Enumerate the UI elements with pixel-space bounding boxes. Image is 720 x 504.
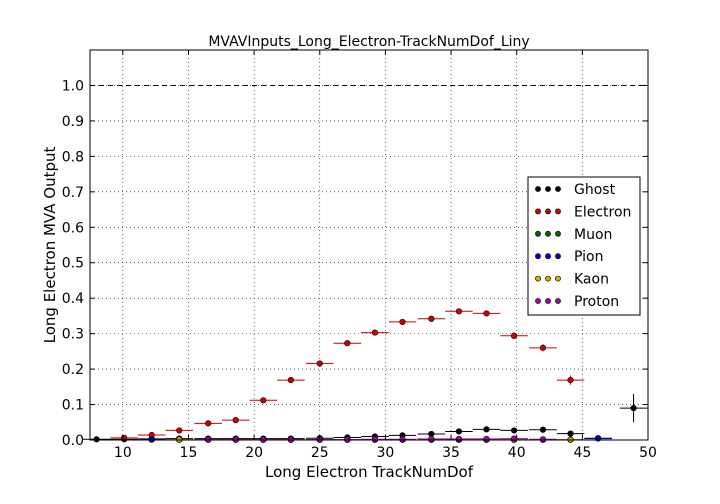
- proton-point: [399, 436, 406, 443]
- legend-entry-pion: Pion: [535, 249, 603, 265]
- x-tick-label: 10: [114, 445, 132, 461]
- electron-point: [176, 427, 183, 434]
- plot-frame: [89, 49, 649, 441]
- series-ghost: [82, 393, 648, 443]
- legend-box: [527, 176, 641, 316]
- legend-marker: [535, 275, 541, 282]
- legend-label: Pion: [574, 249, 603, 265]
- legend-label: Muon: [574, 227, 612, 243]
- x-axis-label: Long Electron TrackNumDof: [265, 463, 474, 481]
- legend-marker: [555, 230, 561, 237]
- x-tick-label: 15: [180, 445, 198, 461]
- x-tick-label: 30: [376, 445, 394, 461]
- y-tick-label: 0.4: [62, 291, 84, 307]
- electron-point: [510, 332, 518, 339]
- x-tick-label: 45: [573, 445, 591, 461]
- electron-point: [483, 310, 490, 317]
- legend-marker: [545, 253, 551, 260]
- y-tick-label: 0.5: [62, 256, 84, 272]
- legend-entry-muon: Muon: [535, 227, 612, 243]
- data-series: [82, 308, 648, 443]
- x-axis: 10 15 20 25 30 35 40 45 50: [114, 50, 657, 461]
- legend-label: Electron: [574, 204, 631, 220]
- y-tick-label: 0.7: [62, 185, 84, 201]
- legend-label: Kaon: [574, 272, 609, 288]
- legend-marker: [535, 208, 541, 215]
- legend-marker: [535, 230, 541, 237]
- chart-title: MVAVInputs_Long_Electron-TrackNumDof_Lin…: [208, 34, 529, 50]
- electron-point: [260, 397, 267, 404]
- electron-point: [371, 329, 379, 336]
- y-tick-label: 0.8: [62, 149, 84, 165]
- ghost-point: [567, 430, 574, 437]
- proton-point: [455, 435, 463, 443]
- electron-point: [287, 376, 294, 384]
- electron-point: [567, 376, 574, 384]
- proton-point: [483, 435, 490, 443]
- series-electron: [110, 308, 585, 441]
- proton-point: [371, 436, 379, 443]
- ghost-point: [455, 428, 463, 435]
- proton-point: [428, 435, 435, 443]
- y-tick-label: 0.0: [62, 433, 84, 449]
- legend-marker: [535, 298, 541, 304]
- legend-marker: [555, 275, 561, 282]
- y-tick-label: 1.0: [62, 78, 84, 94]
- electron-point: [455, 308, 463, 315]
- legend: Ghost Electron Muon Pion Kaon Proton: [527, 176, 641, 316]
- legend-marker: [545, 298, 551, 304]
- legend-marker: [555, 298, 561, 304]
- x-tick-label: 20: [245, 445, 263, 461]
- legend-marker: [545, 275, 551, 282]
- ghost-point: [93, 436, 100, 443]
- electron-point: [539, 344, 547, 351]
- y-axis-label: Long Electron MVA Output: [41, 147, 59, 344]
- ghost-point: [510, 427, 518, 434]
- x-tick-label: 25: [311, 445, 329, 461]
- electron-point: [344, 340, 351, 347]
- electron-point: [205, 420, 212, 427]
- legend-marker: [545, 186, 551, 192]
- series-proton: [194, 435, 557, 443]
- x-tick-label: 40: [508, 445, 526, 461]
- electron-point: [232, 417, 239, 424]
- ghost-point: [630, 404, 637, 412]
- legend-marker: [535, 253, 541, 260]
- legend-entry-ghost: Ghost: [535, 182, 616, 198]
- x-tick-label: 50: [639, 445, 657, 461]
- legend-marker: [555, 253, 561, 260]
- proton-point: [539, 436, 547, 443]
- legend-marker: [555, 186, 561, 192]
- proton-point: [510, 435, 518, 442]
- y-tick-label: 0.3: [62, 327, 84, 343]
- legend-label: Ghost: [574, 182, 616, 198]
- electron-point: [316, 360, 323, 367]
- y-tick-label: 0.2: [62, 362, 84, 378]
- electron-point: [399, 318, 406, 326]
- legend-marker: [545, 208, 551, 215]
- legend-marker: [535, 186, 541, 192]
- ghost-point: [539, 426, 547, 433]
- y-tick-label: 0.6: [62, 220, 84, 236]
- legend-entry-proton: Proton: [535, 294, 619, 310]
- y-tick-label: 0.9: [62, 114, 84, 130]
- y-axis: 0.0 0.1 0.2 0.3 0.4 0.5 0.6 0.7 0.8 0.9 1.0: [62, 78, 648, 449]
- y-tick-label: 0.1: [62, 398, 84, 414]
- ghost-point: [483, 426, 490, 433]
- x-tick-label: 35: [442, 445, 460, 461]
- legend-marker: [555, 208, 561, 215]
- legend-marker: [545, 230, 551, 237]
- pion-point: [595, 435, 602, 442]
- legend-entry-electron: Electron: [535, 204, 631, 220]
- legend-label: Proton: [574, 294, 619, 310]
- legend-entry-kaon: Kaon: [535, 272, 609, 288]
- electron-point: [428, 315, 435, 322]
